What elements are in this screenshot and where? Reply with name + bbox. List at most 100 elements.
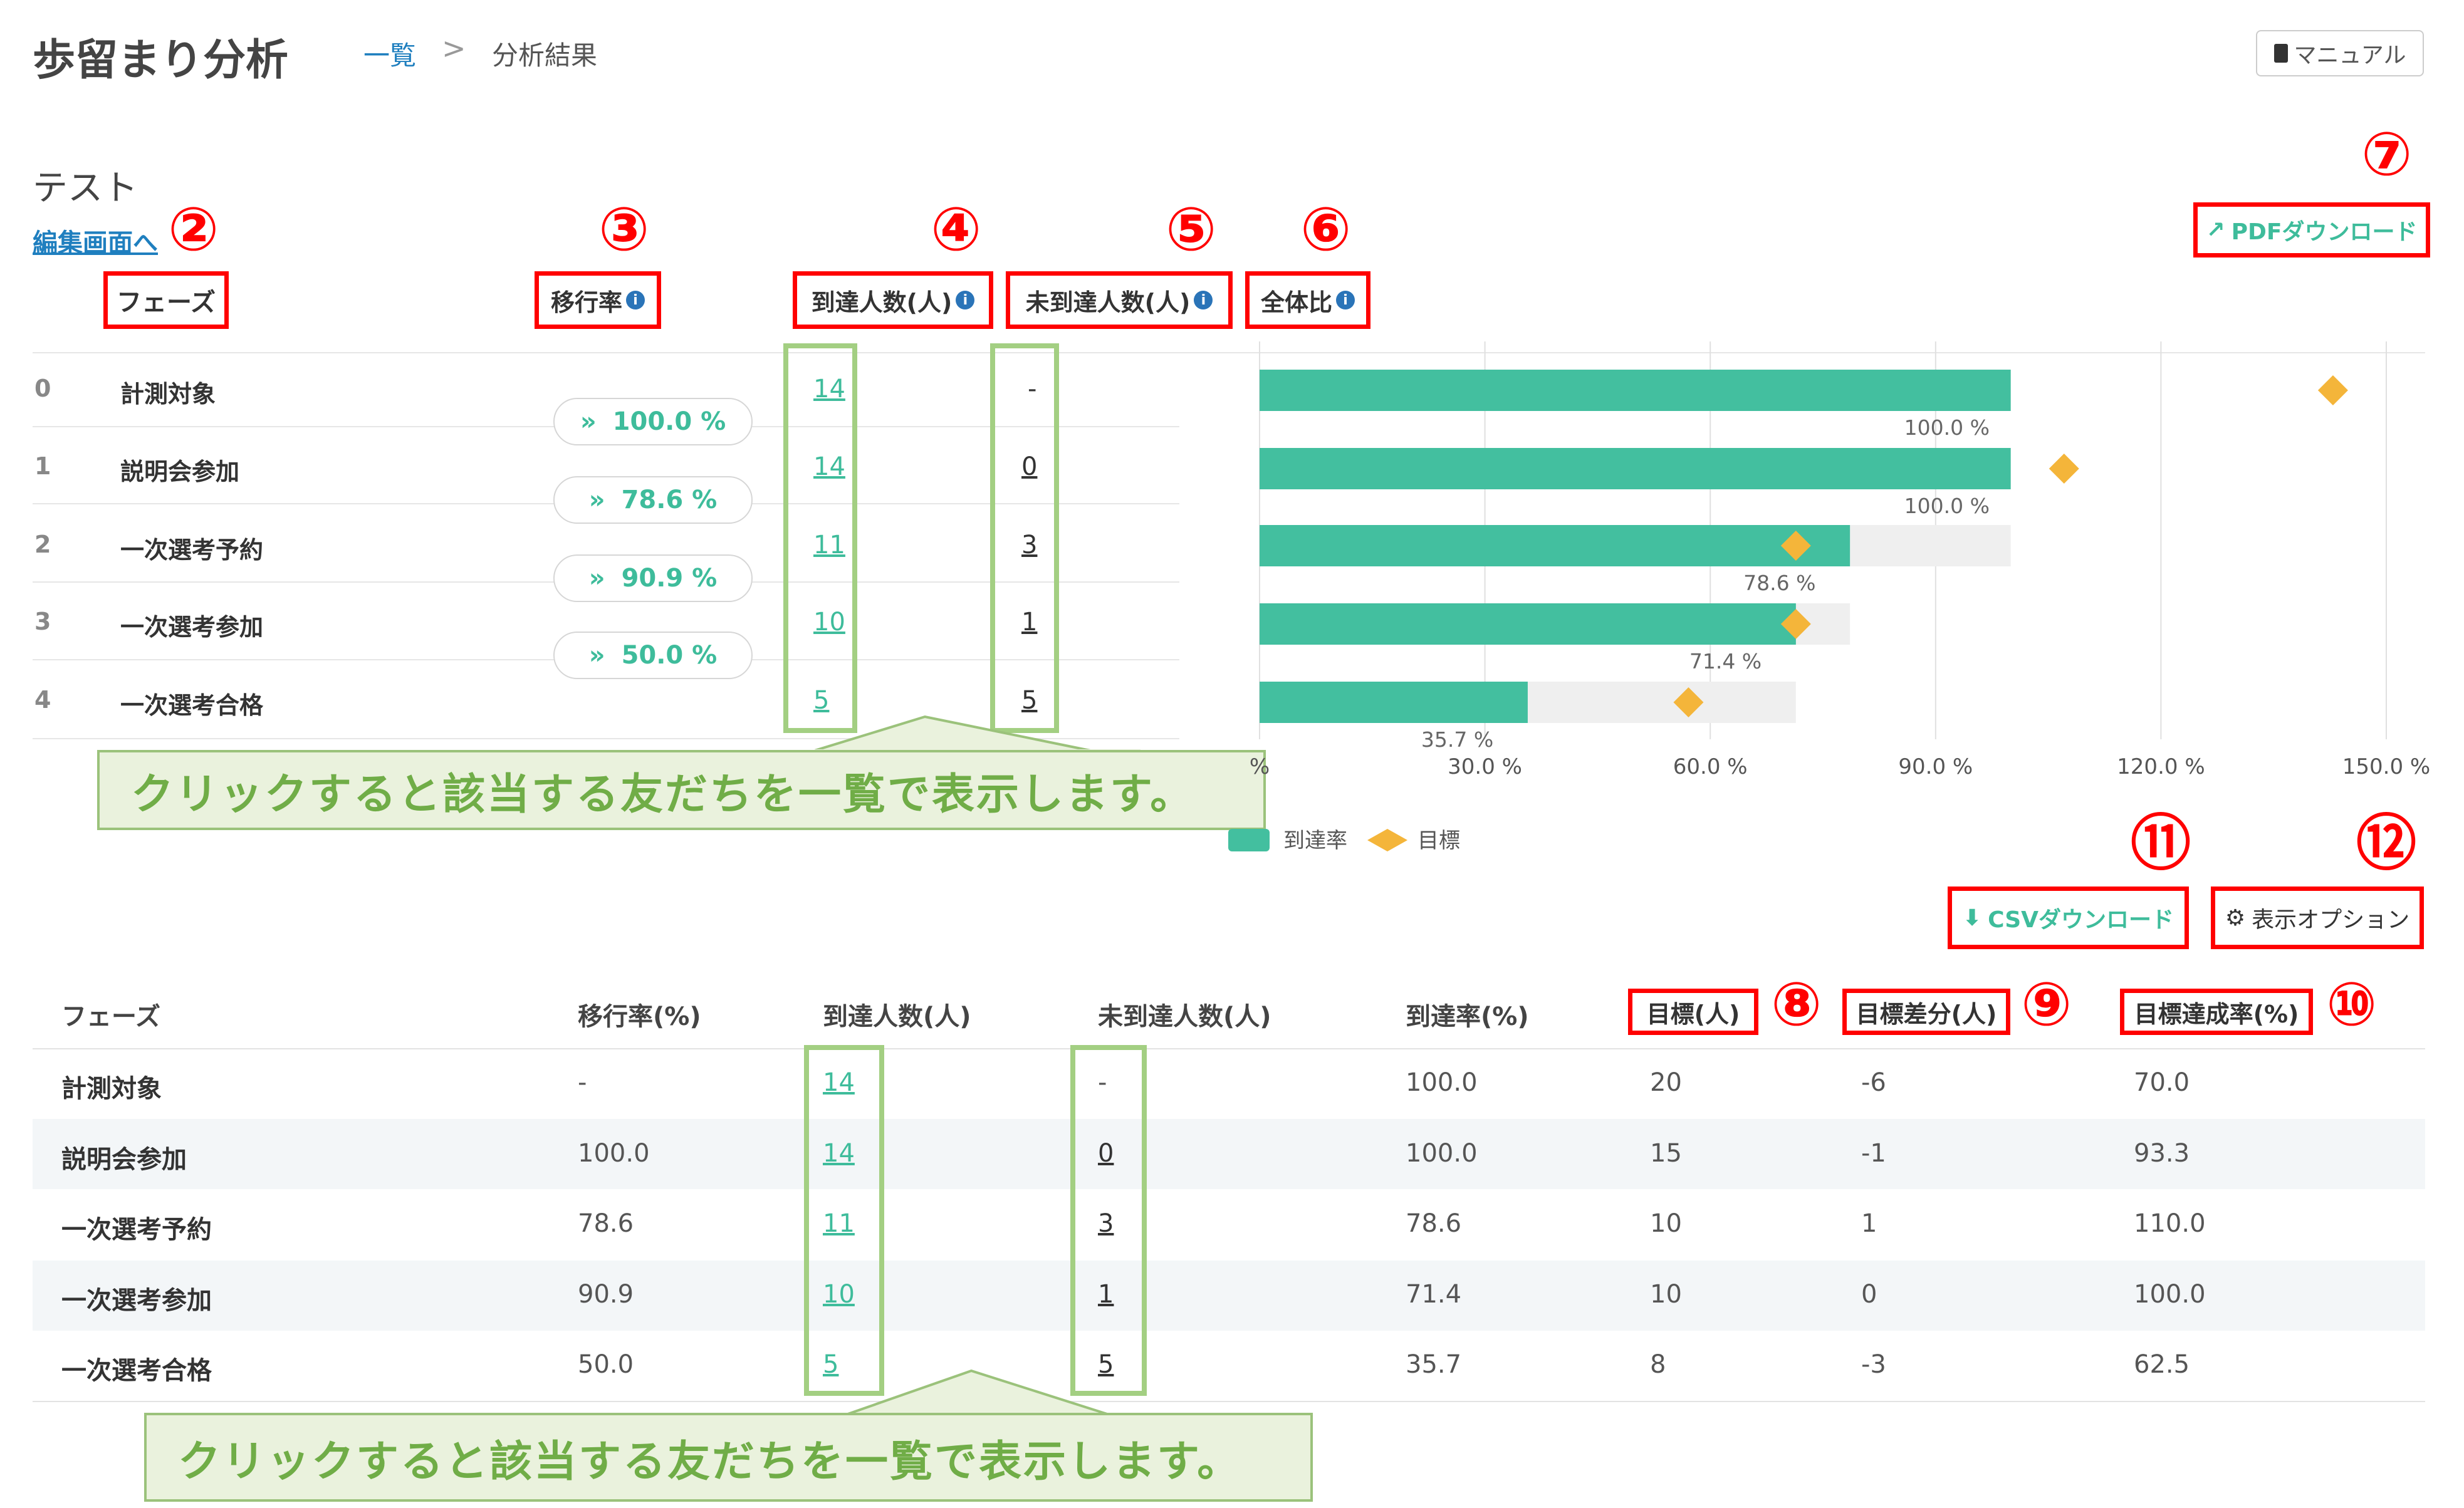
not-reached-count-link[interactable]: 1: [1021, 608, 1038, 637]
cell-reached-link[interactable]: 14: [823, 1139, 855, 1168]
cell-target: 10: [1650, 1209, 1682, 1238]
cell-transition: 78.6: [578, 1209, 634, 1238]
page-title: 歩留まり分析: [33, 36, 289, 85]
report-name: テスト: [33, 168, 138, 209]
book-icon: [2273, 44, 2288, 63]
data-label: 100.0 %: [1904, 494, 1990, 518]
cell-phase: 説明会参加: [61, 1145, 187, 1174]
breadcrumb-list-link[interactable]: 一覧: [363, 40, 417, 71]
cell-reached-link[interactable]: 11: [823, 1209, 855, 1238]
cell-reached-link[interactable]: 14: [823, 1068, 855, 1097]
not-reached-count-link[interactable]: 0: [1021, 452, 1038, 481]
transition-pill: » 78.6 %: [553, 476, 753, 524]
marker-7: ⑦: [2361, 119, 2413, 189]
marker-11: ⑪: [2131, 808, 2191, 878]
cell-not-reached-link[interactable]: 3: [1098, 1209, 1114, 1238]
cell-reach-rate: 78.6: [1406, 1209, 1462, 1238]
cell-not-reached-link[interactable]: 5: [1098, 1350, 1114, 1379]
not-reached-count-link[interactable]: 5: [1021, 686, 1038, 715]
cell-not-reached-link[interactable]: 1: [1098, 1280, 1114, 1309]
display-options-label: 表示オプション: [2252, 907, 2410, 933]
cell-reached-link[interactable]: 5: [823, 1350, 839, 1379]
header-transition: 移行率 i: [535, 271, 661, 329]
cell-reach-rate: 100.0: [1406, 1068, 1478, 1097]
reached-count-link[interactable]: 14: [813, 375, 845, 403]
data-label: 35.7 %: [1421, 727, 1493, 752]
divider: [33, 738, 1179, 739]
target-marker: [1780, 531, 1811, 561]
manual-button[interactable]: マニュアル: [2256, 30, 2424, 76]
info-icon[interactable]: i: [626, 291, 645, 309]
legend-label: 到達率: [1283, 828, 1347, 853]
header-not-reached: 未到達人数(人) i: [1006, 271, 1233, 329]
data-label: 78.6 %: [1743, 571, 1815, 595]
cell-target-achievement: 62.5: [2134, 1350, 2190, 1379]
phase-index: 3: [34, 608, 51, 635]
edit-page-link[interactable]: 編集画面へ: [33, 229, 158, 257]
chevron-double-down-icon: »: [588, 641, 605, 670]
x-tick-label: %: [1250, 754, 1270, 779]
cell-reached-link[interactable]: 10: [823, 1280, 855, 1309]
pdf-download-button[interactable]: ↗ PDFダウンロード: [2193, 202, 2430, 257]
cell-target: 20: [1650, 1068, 1682, 1097]
breadcrumb-separator: >: [442, 31, 466, 65]
marker-5: ⑤: [1166, 194, 1217, 264]
table-row-stripe: [33, 1261, 2425, 1331]
cell-not-reached-link[interactable]: 0: [1098, 1139, 1114, 1168]
csv-download-button[interactable]: ⬇ CSVダウンロード: [1948, 887, 2189, 949]
phase-name: 計測対象: [120, 380, 216, 408]
not-reached-count-link[interactable]: 3: [1021, 531, 1038, 559]
transition-pill: » 90.9 %: [553, 554, 753, 602]
cell-transition: 100.0: [578, 1139, 650, 1168]
phase-index: 0: [34, 375, 51, 402]
cell-phase: 一次選考参加: [61, 1286, 212, 1315]
cell-target: 10: [1650, 1280, 1682, 1309]
info-icon[interactable]: i: [1194, 291, 1213, 309]
table-row-stripe: [33, 1119, 2425, 1189]
target-marker: [2317, 375, 2348, 405]
callout-pointer: [846, 1369, 1172, 1416]
callout-box: クリックすると該当する友だちを一覧で表示します。: [97, 750, 1266, 830]
highlight-reached-column: [804, 1045, 884, 1396]
reached-count-link[interactable]: 14: [813, 452, 845, 481]
marker-3: ③: [598, 194, 650, 264]
cell-not-reached: -: [1098, 1068, 1107, 1097]
manual-button-label: マニュアル: [2294, 43, 2406, 68]
bar: [1260, 370, 2011, 411]
cell-target: 8: [1650, 1350, 1666, 1379]
phase-name: 説明会参加: [120, 458, 240, 486]
display-options-button[interactable]: ⚙ 表示オプション: [2211, 887, 2424, 949]
th-target-diff: 目標差分(人): [1842, 989, 2010, 1035]
bar: [1260, 448, 2011, 489]
cell-target-achievement: 110.0: [2134, 1209, 2206, 1238]
csv-download-label: CSVダウンロード: [1988, 907, 2174, 933]
legend-label: 目標: [1417, 828, 1460, 853]
cell-reach-rate: 35.7: [1406, 1350, 1462, 1379]
breadcrumb-current: 分析結果: [492, 40, 598, 71]
reached-count-link[interactable]: 5: [813, 686, 830, 715]
th-reached: 到達人数(人): [823, 1002, 971, 1031]
x-tick-label: 90.0 %: [1898, 754, 1973, 779]
chevron-double-down-icon: »: [588, 564, 605, 593]
cell-target: 15: [1650, 1139, 1682, 1168]
cell-target-diff: -6: [1861, 1068, 1886, 1097]
chevron-double-down-icon: »: [580, 407, 597, 436]
reached-count-link[interactable]: 11: [813, 531, 845, 559]
marker-10: ⑩: [2326, 969, 2378, 1039]
x-tick-label: 30.0 %: [1448, 754, 1522, 779]
highlight-reached-column: [783, 343, 857, 733]
cell-target-diff: -3: [1861, 1350, 1886, 1379]
reached-count-link[interactable]: 10: [813, 608, 845, 637]
cell-phase: 計測対象: [61, 1074, 162, 1103]
target-marker: [1780, 609, 1811, 639]
cell-transition: 90.9: [578, 1280, 634, 1309]
x-tick-label: 150.0 %: [2342, 754, 2430, 779]
info-icon[interactable]: i: [956, 291, 975, 309]
info-icon[interactable]: i: [1336, 291, 1355, 309]
header-reached: 到達人数(人) i: [793, 271, 993, 329]
phase-index: 4: [34, 686, 51, 714]
pdf-download-label: PDFダウンロード: [2231, 219, 2418, 245]
header-phase: フェーズ: [103, 271, 229, 329]
th-reach-rate: 到達率(%): [1406, 1002, 1529, 1031]
not-reached-value: -: [1028, 375, 1037, 403]
